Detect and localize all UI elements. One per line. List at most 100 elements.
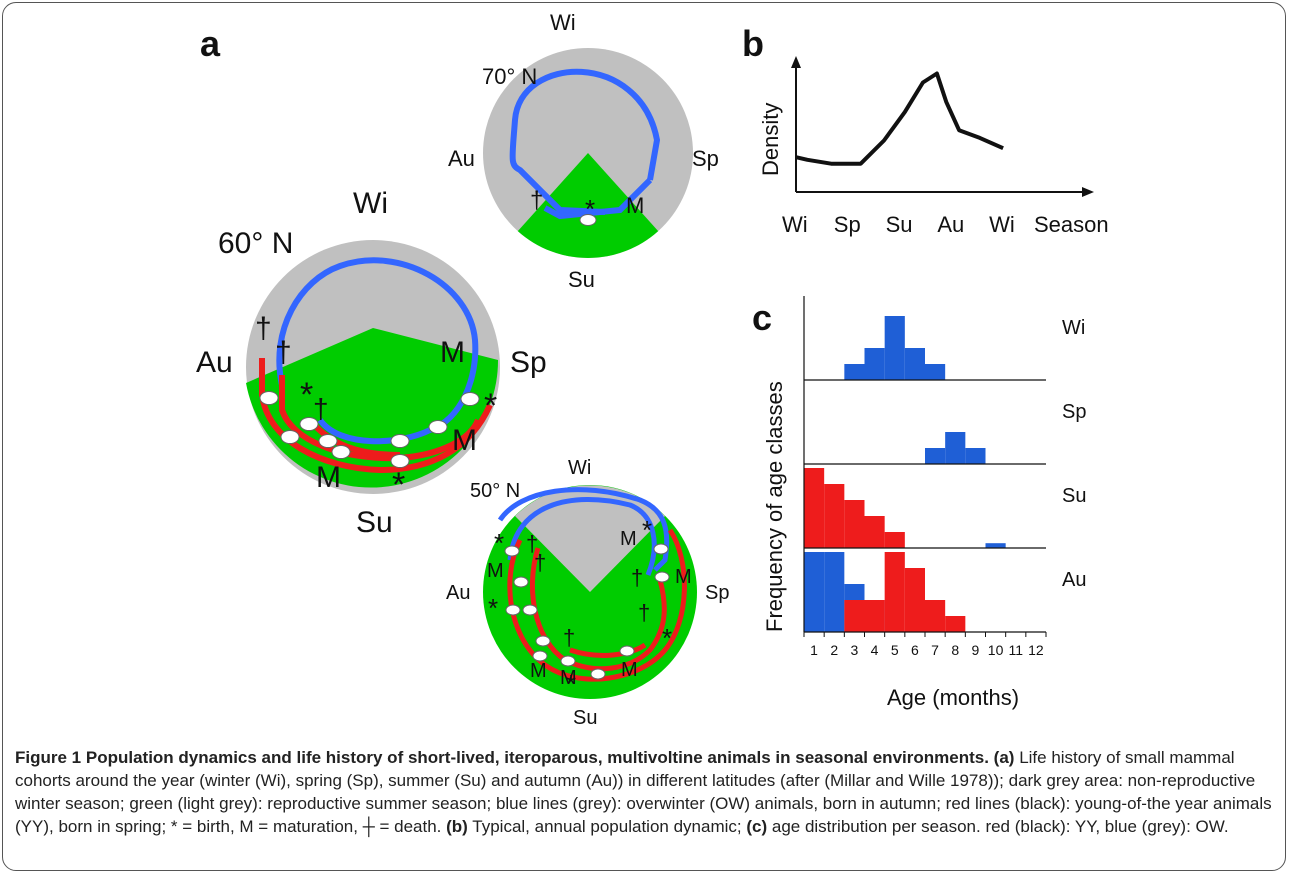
death-marker: † bbox=[530, 187, 543, 214]
caption-tag-c: (c) bbox=[746, 817, 768, 836]
season-label-wi: Wi bbox=[568, 457, 591, 479]
summer-sector bbox=[246, 328, 499, 488]
cohort-marker bbox=[390, 434, 410, 448]
cohort-marker bbox=[590, 668, 606, 680]
latitude-label: 70° N bbox=[482, 64, 537, 89]
death-marker: † bbox=[255, 312, 272, 345]
caption-tag-a: (a) bbox=[993, 748, 1015, 767]
age-bar bbox=[985, 543, 1006, 548]
season-label-sp: Sp bbox=[510, 346, 547, 379]
panel-label-b: b bbox=[742, 23, 764, 64]
birth-marker: * bbox=[585, 194, 595, 224]
cohort-marker bbox=[460, 392, 480, 406]
age-bar bbox=[844, 364, 865, 380]
yy-lifeline-middle bbox=[530, 547, 667, 672]
x-tick-label: 12 bbox=[1028, 642, 1044, 658]
figure-canvas: a b c Wi Au Sp Su 70° N † * M Wi Au bbox=[196, 10, 1109, 729]
birth-marker: * bbox=[494, 528, 504, 558]
density-chart: Density Season Wi Sp Su Au Wi bbox=[758, 56, 1109, 237]
season-label-su: Su bbox=[568, 267, 595, 292]
winter-sector bbox=[515, 485, 665, 592]
x-tick-label: Wi bbox=[989, 212, 1015, 237]
cohort-marker bbox=[653, 543, 669, 555]
age-bar bbox=[945, 616, 966, 632]
yy-lifeline-outer bbox=[507, 528, 687, 682]
cohort-marker bbox=[299, 417, 319, 431]
age-bar bbox=[904, 568, 925, 632]
density-series-line bbox=[795, 71, 1004, 166]
x-tick-label: 1 bbox=[810, 642, 818, 658]
age-bar bbox=[925, 448, 946, 464]
latitude-label: 60° N bbox=[218, 227, 293, 260]
x-axis-label: Season bbox=[1034, 212, 1109, 237]
histogram-au: Au1 2 3 4 5 6 7 8 9 10 11 12 bbox=[803, 548, 1086, 658]
cohort-marker bbox=[280, 430, 300, 444]
maturation-marker: M bbox=[316, 461, 341, 494]
season-label-au: Au bbox=[196, 346, 233, 379]
cohort-marker bbox=[390, 454, 410, 468]
overwinter-lifeline-inner bbox=[507, 497, 657, 576]
age-bar bbox=[864, 516, 885, 548]
birth-marker: * bbox=[300, 376, 313, 414]
x-tick-label: 9 bbox=[972, 642, 980, 658]
season-label-sp: Sp bbox=[692, 146, 719, 171]
cohort-marker bbox=[560, 655, 576, 667]
birth-marker: * bbox=[488, 593, 498, 623]
season-label: Su bbox=[1062, 485, 1086, 507]
maturation-marker: M bbox=[452, 424, 477, 457]
x-tick-label: 6 bbox=[911, 642, 919, 658]
caption-text-b: Typical, annual population dynamic; bbox=[472, 817, 742, 836]
season-label: Wi bbox=[1062, 317, 1085, 339]
figure-caption: Figure 1 Population dynamics and life hi… bbox=[15, 746, 1277, 838]
y-axis-label: Frequency of age classes bbox=[762, 381, 787, 632]
x-tick-label: 5 bbox=[891, 642, 899, 658]
age-bar bbox=[965, 448, 986, 464]
yy-lifeline-outer bbox=[259, 358, 493, 474]
x-tick-label: Wi bbox=[782, 212, 808, 237]
x-tick-label: 8 bbox=[951, 642, 959, 658]
cohort-marker bbox=[619, 645, 635, 657]
death-marker: † bbox=[534, 550, 546, 575]
figure-label: Figure 1 bbox=[15, 748, 82, 767]
cohort-marker bbox=[504, 545, 520, 557]
histogram-su: Su bbox=[803, 464, 1086, 549]
season-label-su: Su bbox=[356, 506, 393, 539]
maturation-marker: M bbox=[620, 528, 637, 550]
cohort-marker bbox=[259, 391, 279, 405]
x-tick-label: 7 bbox=[931, 642, 939, 658]
age-bar bbox=[925, 600, 946, 632]
season-label-su: Su bbox=[573, 707, 597, 729]
maturation-marker: M bbox=[675, 566, 692, 588]
age-bar bbox=[884, 316, 905, 380]
birth-marker: * bbox=[392, 466, 405, 504]
x-tick-label: 3 bbox=[851, 642, 859, 658]
maturation-marker: M bbox=[530, 660, 547, 682]
y-axis-label: Density bbox=[758, 103, 783, 176]
season-label: Au bbox=[1062, 569, 1086, 591]
caption-text-c: age distribution per season. red (black)… bbox=[771, 817, 1229, 836]
season-label-au: Au bbox=[446, 582, 470, 604]
death-marker: † bbox=[563, 625, 575, 650]
death-marker: † bbox=[631, 565, 643, 590]
cohort-marker bbox=[654, 571, 670, 583]
age-bar bbox=[804, 552, 825, 632]
cohort-marker bbox=[532, 650, 548, 662]
cohort-marker bbox=[428, 420, 448, 434]
age-bar bbox=[824, 484, 845, 548]
cohort-marker bbox=[331, 445, 351, 459]
birth-marker: * bbox=[662, 623, 672, 653]
overwinter-lifeline-lower bbox=[543, 177, 653, 220]
y-axis-arrow bbox=[791, 56, 801, 68]
x-axis-arrow bbox=[1082, 187, 1094, 197]
x-tick-label: Su bbox=[886, 212, 913, 237]
age-bar bbox=[824, 552, 845, 632]
x-tick-label: 2 bbox=[830, 642, 838, 658]
birth-marker: * bbox=[566, 669, 576, 699]
birth-marker: * bbox=[642, 515, 652, 545]
season-label-wi: Wi bbox=[353, 187, 388, 220]
age-bar bbox=[904, 348, 925, 380]
maturation-marker: M bbox=[560, 667, 577, 689]
x-tick-label: 11 bbox=[1008, 642, 1023, 658]
histogram-sp: Sp bbox=[803, 380, 1086, 465]
age-bar bbox=[804, 468, 825, 548]
